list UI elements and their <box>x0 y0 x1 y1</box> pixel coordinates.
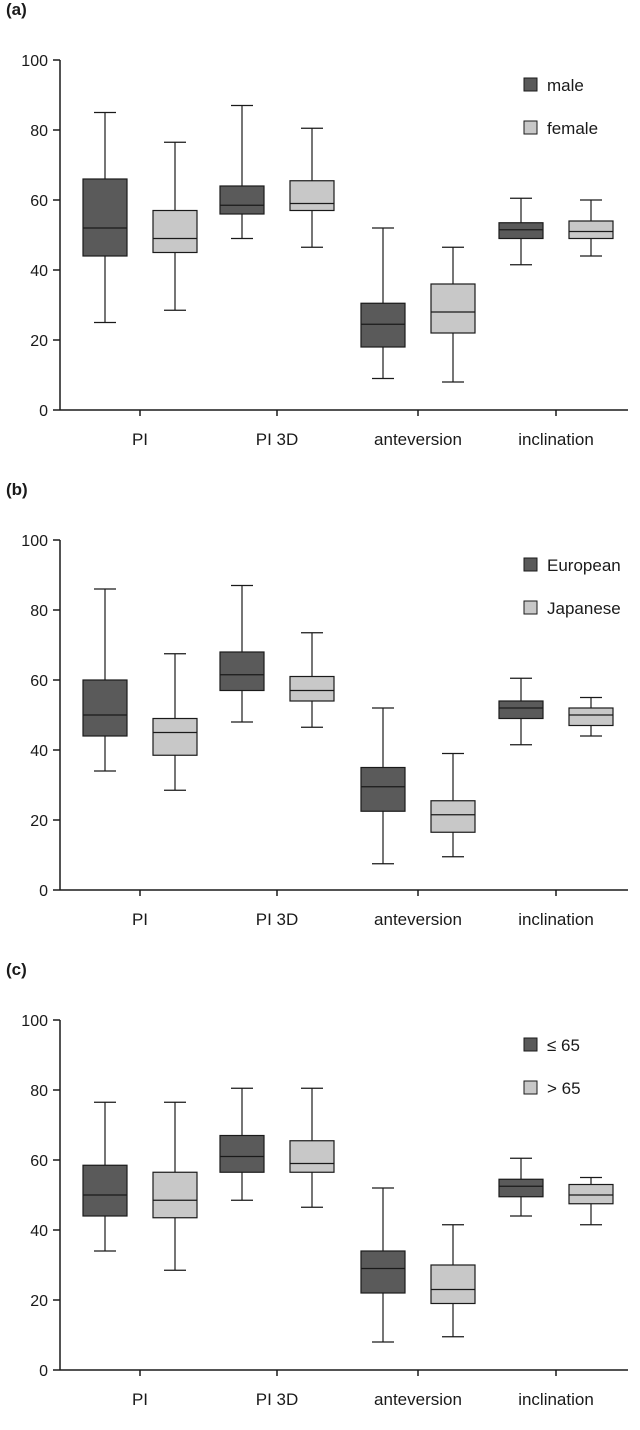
y-tick-label: 80 <box>30 123 48 140</box>
box-Japanese-anteversion <box>430 752 476 858</box>
box-iqr <box>430 1264 476 1305</box>
panel-label: (b) <box>6 480 28 499</box>
box-iqr <box>568 220 614 240</box>
box-male-PI <box>82 111 128 324</box>
panel-a: (a) 0 20 40 60 80 100 PI PI 3D anteversion inclin… <box>0 0 640 470</box>
y-tick-label: 60 <box>30 1153 48 1170</box>
x-category-label: PI <box>132 910 148 929</box>
y-tick-label: 0 <box>39 883 48 900</box>
box-65-inclination <box>568 1176 614 1226</box>
box-iqr <box>430 283 476 334</box>
box-Japanese-PI <box>152 653 198 791</box>
box-iqr <box>152 209 198 254</box>
x-category-label: anteversion <box>374 1390 462 1409</box>
box-European-PI <box>82 588 128 772</box>
box-iqr <box>219 185 265 215</box>
box-iqr <box>219 1134 265 1173</box>
x-category-label: PI 3D <box>256 910 299 929</box>
x-category-label: inclination <box>518 430 594 449</box>
box-iqr <box>82 1164 128 1217</box>
legend-swatch <box>523 1037 538 1052</box>
x-category-label: PI <box>132 1390 148 1409</box>
panel-b: (b) 0 20 40 60 80 100 PI PI 3D anteversion inclin… <box>0 480 640 950</box>
box-iqr <box>82 178 128 257</box>
y-tick-label: 0 <box>39 403 48 420</box>
legend-label: female <box>547 119 598 138</box>
box-iqr <box>152 1171 198 1219</box>
y-tick-label: 100 <box>21 1013 48 1030</box>
legend-swatch <box>523 120 538 135</box>
y-tick-label: 60 <box>30 193 48 210</box>
legend-swatch <box>523 1080 538 1095</box>
box-iqr <box>568 1183 614 1205</box>
y-tick-label: 100 <box>21 533 48 550</box>
box-male-PI-3D <box>219 104 265 240</box>
box-male-anteversion <box>360 227 406 380</box>
box-iqr <box>289 180 335 212</box>
panel-c: (c) 0 20 40 60 80 100 PI PI 3D anteversion inclin… <box>0 960 640 1430</box>
box-iqr <box>152 717 198 756</box>
box-iqr <box>289 1140 335 1173</box>
box-Japanese-PI-3D <box>289 632 335 728</box>
box-iqr <box>219 651 265 692</box>
box-female-anteversion <box>430 246 476 383</box>
box-iqr <box>360 766 406 812</box>
x-category-label: inclination <box>518 910 594 929</box>
y-tick-label: 60 <box>30 673 48 690</box>
box-European-inclination <box>498 677 544 746</box>
box-65-PI <box>152 1101 198 1271</box>
x-category-label: inclination <box>518 1390 594 1409</box>
box-European-anteversion <box>360 707 406 865</box>
legend-swatch <box>523 77 538 92</box>
box-iqr <box>498 1178 544 1198</box>
y-tick-label: 80 <box>30 1083 48 1100</box>
boxplot-chart-c: 0 20 40 60 80 100 PI PI 3D anteversion inclinatio… <box>21 1013 628 1409</box>
legend-swatch <box>523 557 538 572</box>
legend-label: Japanese <box>547 599 621 618</box>
legend-label: male <box>547 76 584 95</box>
legend-label: European <box>547 556 621 575</box>
x-category-label: anteversion <box>374 910 462 929</box>
panel-label: (c) <box>6 960 27 979</box>
box-iqr <box>360 1250 406 1294</box>
y-tick-label: 100 <box>21 53 48 70</box>
box-iqr <box>568 707 614 727</box>
box-female-PI-3D <box>289 127 335 248</box>
box-iqr <box>360 302 406 348</box>
y-tick-label: 20 <box>30 333 48 350</box>
box-iqr <box>289 675 335 702</box>
panel-label: (a) <box>6 0 27 19</box>
y-tick-label: 40 <box>30 743 48 760</box>
x-category-label: PI 3D <box>256 430 299 449</box>
box-European-PI-3D <box>219 584 265 723</box>
box-65-PI-3D <box>219 1087 265 1201</box>
y-tick-label: 40 <box>30 263 48 280</box>
box-male-inclination <box>498 197 544 266</box>
legend-label: > 65 <box>547 1079 581 1098</box>
box-iqr <box>498 700 544 720</box>
box-iqr <box>430 800 476 833</box>
box-65-anteversion <box>430 1224 476 1338</box>
box-65-anteversion <box>360 1187 406 1343</box>
boxplot-chart-a: 0 20 40 60 80 100 PI PI 3D anteversion inclinatio… <box>21 53 628 449</box>
x-category-label: PI 3D <box>256 1390 299 1409</box>
boxplot-chart-b: 0 20 40 60 80 100 PI PI 3D anteversion inclinatio… <box>21 533 628 929</box>
box-female-PI <box>152 141 198 311</box>
x-category-label: PI <box>132 430 148 449</box>
box-65-PI <box>82 1101 128 1252</box>
x-category-label: anteversion <box>374 430 462 449</box>
y-tick-label: 20 <box>30 1293 48 1310</box>
box-iqr <box>498 222 544 240</box>
y-tick-label: 40 <box>30 1223 48 1240</box>
legend-label: ≤ 65 <box>547 1036 580 1055</box>
box-Japanese-inclination <box>568 696 614 737</box>
box-female-inclination <box>568 199 614 257</box>
box-65-PI-3D <box>289 1087 335 1208</box>
legend-swatch <box>523 600 538 615</box>
box-65-inclination <box>498 1157 544 1217</box>
box-iqr <box>82 679 128 737</box>
y-tick-label: 0 <box>39 1363 48 1380</box>
y-tick-label: 20 <box>30 813 48 830</box>
y-tick-label: 80 <box>30 603 48 620</box>
